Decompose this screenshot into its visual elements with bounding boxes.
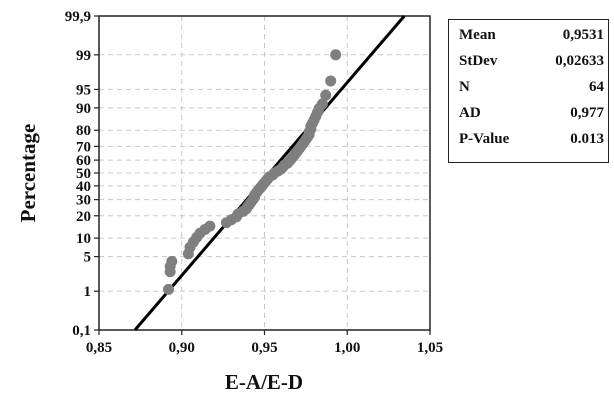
x-tick-label: 1,00 [334,340,360,356]
x-tick-label: 0,95 [251,340,277,356]
y-tick-label: 10 [76,231,91,247]
y-tick-label: 80 [76,123,91,139]
stats-value: 0,9531 [562,27,604,43]
data-point [163,283,175,295]
stats-row-ad: AD 0,977 [449,102,608,126]
stats-value: 0,977 [570,105,604,121]
ticks-layer: 0,85 0,90 0,95 1,00 1,05 0,1 1 5 10 2030405060708… [65,9,443,356]
y-tick-label: 90 [76,101,91,117]
stats-value: 0.013 [570,131,604,147]
stats-value: 0,02633 [555,53,604,69]
x-axis-title: E-A/E-D [225,370,303,393]
stats-row-mean: Mean 0,9531 [449,24,608,48]
stats-value: 64 [589,79,604,95]
stats-label: N [459,79,470,95]
y-tick-label: 95 [76,82,91,98]
y-tick-label: 60 [76,153,91,169]
stats-label: P-Value [459,131,510,147]
y-tick-label: 99 [76,48,91,64]
stats-row-stdev: StDev 0,02633 [449,50,608,74]
data-point [330,49,342,61]
y-tick-label: 30 [76,193,91,209]
y-tick-label: 99,9 [65,9,91,25]
y-tick-label: 40 [76,179,91,195]
data-point [325,75,337,87]
x-tick-label: 1,05 [417,340,443,356]
y-tick-label: 0,1 [72,323,91,339]
data-point [320,89,332,101]
stats-label: Mean [459,27,496,43]
stats-label: StDev [459,53,498,69]
y-tick-label: 20 [76,209,91,225]
statistics-table: Mean 0,9531 StDev 0,02633 N 64 AD 0,977 … [448,19,609,163]
points-layer [163,49,342,295]
stats-label: AD [459,105,481,121]
y-tick-label: 70 [76,139,91,155]
stats-row-p-value: P-Value 0.013 [449,128,608,152]
data-point [204,220,216,232]
grid-layer [98,15,431,331]
y-tick-label: 1 [84,284,92,300]
data-point [166,255,178,267]
y-tick-label: 50 [76,166,91,182]
x-tick-label: 0,90 [169,340,195,356]
y-tick-label: 5 [84,250,92,266]
y-axis-title: Percentage [16,124,40,223]
x-tick-label: 0,85 [86,340,112,356]
data-point [316,98,328,110]
stats-row-n: N 64 [449,76,608,100]
